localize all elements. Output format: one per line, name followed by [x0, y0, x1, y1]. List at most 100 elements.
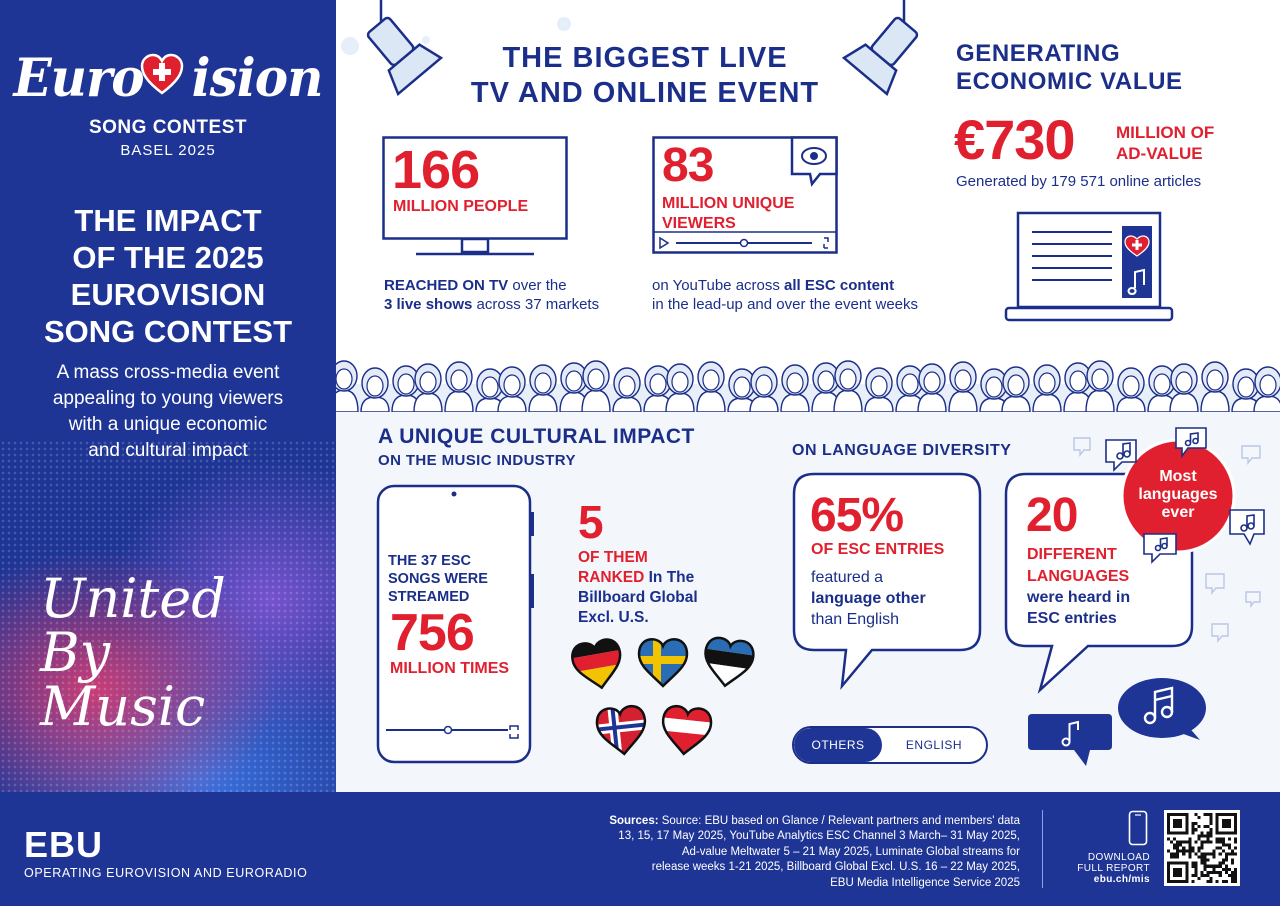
download-url[interactable]: ebu.ch/mis [1093, 874, 1150, 885]
language-pct-number: 65% [810, 489, 904, 542]
download-report-link[interactable]: DOWNLOAD FULL REPORT ebu.ch/mis [1060, 852, 1150, 885]
impact-subtitle-line: A mass cross-media event [56, 362, 280, 383]
crowd-person-icon [444, 361, 474, 412]
most-languages-badge: Most languages ever [1124, 468, 1232, 522]
language-pct-label: OF ESC ENTRIES [811, 541, 945, 558]
language-pct-desc-line: featured a [811, 569, 884, 586]
badge-line: languages [1138, 486, 1218, 503]
qr-code[interactable] [1164, 810, 1240, 886]
language-toggle[interactable]: OTHERS ENGLISH [792, 726, 988, 764]
youtube-desc-bold: all ESC content [784, 277, 895, 294]
swiss-heart-icon [140, 53, 184, 95]
norway-heart-icon [595, 704, 649, 757]
ranked-description: OF THEM RANKED In The Billboard Global E… [578, 548, 698, 628]
speech-bubble-65 [792, 472, 982, 690]
impact-title-line: THE IMPACT [74, 203, 262, 238]
sources-line: release weeks 1-21 2025, Billboard Globa… [651, 861, 1020, 874]
toggle-english[interactable]: ENGLISH [905, 738, 963, 752]
streams-number: 756 [390, 604, 475, 662]
ebu-tagline: OPERATING EUROVISION AND EURORADIO [24, 866, 308, 880]
youtube-desc-text: on YouTube across [652, 277, 785, 294]
tv-screen-icon [382, 136, 568, 256]
youtube-label-line: MILLION UNIQUE [662, 195, 795, 212]
language-pct-description: featured a language other than English [811, 567, 926, 630]
logo-subtitle: SONG CONTEST [88, 117, 247, 138]
crowd-person-icon [559, 362, 589, 412]
crowd-person-icon [864, 367, 894, 412]
crowd-person-icon [1147, 365, 1177, 412]
smartphone-icon [376, 484, 534, 764]
crowd-person-icon [1253, 366, 1280, 412]
youtube-viewers-label: MILLION UNIQUE VIEWERS [662, 194, 794, 234]
left-panel [0, 0, 336, 792]
ad-value-number: €730 [954, 108, 1076, 171]
sources-line: Ad-value Meltwater 5 – 21 May 2025, Lumi… [681, 845, 1020, 858]
ad-value-label-line: MILLION OF [1116, 123, 1215, 142]
ad-value-note: Generated by 179 571 online articles [956, 173, 1202, 190]
laptop-icon [1004, 211, 1174, 322]
crowd-person-icon [413, 363, 443, 412]
slogan-line: Music [40, 675, 206, 738]
crowd-person-icon [917, 363, 947, 412]
language-count-label-line: DIFFERENT [1027, 546, 1117, 563]
crowd-person-icon [979, 368, 1009, 412]
economic-title: GENERATING ECONOMIC VALUE [956, 40, 1183, 96]
crowd-person-icon [1231, 368, 1261, 412]
impact-subtitle-line: appealing to young viewers [52, 388, 284, 409]
sources-label: Sources: [609, 815, 659, 827]
crowd-person-icon [895, 365, 925, 412]
tv-desc-bold: 3 live shows [384, 296, 473, 313]
badge-line: ever [1161, 504, 1195, 521]
main-title-line: TV AND ONLINE EVENT [470, 77, 820, 109]
streams-label: MILLION TIMES [390, 660, 510, 677]
logo-city: BASEL 2025 [120, 142, 216, 159]
ebu-logo: EBU [24, 824, 104, 865]
sweden-heart-icon [637, 638, 689, 688]
main-title: THE BIGGEST LIVE TV AND ONLINE EVENT [430, 41, 860, 111]
impact-title: THE IMPACT OF THE 2025 EUROVISION SONG C… [18, 202, 318, 350]
main-title-line: THE BIGGEST LIVE [502, 42, 788, 74]
crowd-person-icon [833, 360, 863, 412]
language-diversity-title: ON LANGUAGE DIVERSITY [792, 442, 1012, 459]
impact-title-line: SONG CONTEST [43, 314, 292, 349]
download-line: FULL REPORT [1077, 863, 1150, 874]
language-count-label: DIFFERENT LANGUAGES [1027, 544, 1129, 588]
crowd-person-icon [727, 368, 757, 412]
youtube-description: on YouTube across all ESC content in the… [652, 276, 918, 314]
spotlights-decoration [341, 0, 919, 97]
slogan-line: United [40, 567, 226, 630]
sources-line: EBU Media Intelligence Service 2025 [830, 876, 1020, 889]
language-count-desc-line: ESC entries [1027, 610, 1117, 627]
toggle-others[interactable]: OTHERS [794, 728, 882, 762]
stream-intro-line: THE 37 ESC [388, 553, 471, 569]
crowd-person-icon [749, 366, 779, 412]
crowd-person-icon [811, 362, 841, 412]
sources-text: Sources: Source: EBU based on Glance / R… [520, 814, 1020, 891]
footer [0, 792, 1280, 906]
language-count-label-line: LANGUAGES [1027, 568, 1130, 585]
crowd-person-icon [643, 365, 673, 412]
crowd-person-icon [360, 367, 390, 412]
ranked-number: 5 [578, 496, 604, 548]
crowd-person-icon [497, 366, 527, 412]
eurovision-logo: Euro ision [13, 46, 324, 109]
crowd-person-icon [391, 365, 421, 412]
ranked-text: Billboard Global [578, 589, 698, 606]
stream-intro-line: STREAMED [388, 589, 470, 605]
cultural-impact-title: A UNIQUE CULTURAL IMPACT [378, 425, 695, 448]
language-count-number: 20 [1026, 489, 1078, 542]
tv-desc-text: across 37 markets [472, 296, 600, 313]
flag-hearts [570, 636, 756, 757]
tv-reach-description: REACHED ON TV over the 3 live shows acro… [384, 276, 599, 314]
language-pct-desc-bold: language other [811, 590, 926, 607]
crowd-person-icon [528, 364, 558, 412]
crowd-person-icon [948, 361, 978, 412]
impact-subtitle: A mass cross-media event appealing to yo… [24, 360, 312, 464]
tv-desc-text: over the [508, 277, 567, 294]
crowd-person-icon [612, 367, 642, 412]
footer-divider [1042, 810, 1043, 888]
crowd-person-icon [1032, 364, 1062, 412]
crowd-person-icon [696, 361, 726, 412]
ad-value-label: MILLION OF AD-VALUE [1116, 122, 1214, 164]
impact-subtitle-line: with a unique economic [68, 414, 268, 435]
